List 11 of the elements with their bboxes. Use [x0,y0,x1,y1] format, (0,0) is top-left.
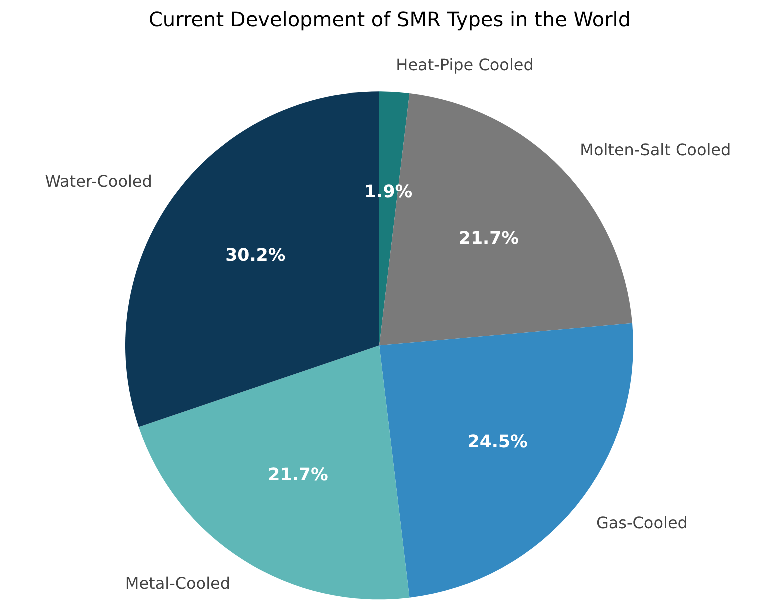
slice-label: Molten-Salt Cooled [580,140,732,160]
data-label: 21.7% [268,466,328,486]
slice-label: Metal-Cooled [125,574,231,594]
slice-label: Gas-Cooled [596,513,688,532]
data-label: 21.7% [458,228,520,249]
data-label: 30.2% [226,246,286,266]
data-label: 24.5% [468,432,528,452]
chart-title: Current Development of SMR Types in the World [148,8,632,32]
data-label: 1.9% [364,182,413,202]
slice-label: Water-Cooled [45,172,152,192]
slice-label: Heat-Pipe Cooled [396,55,534,74]
